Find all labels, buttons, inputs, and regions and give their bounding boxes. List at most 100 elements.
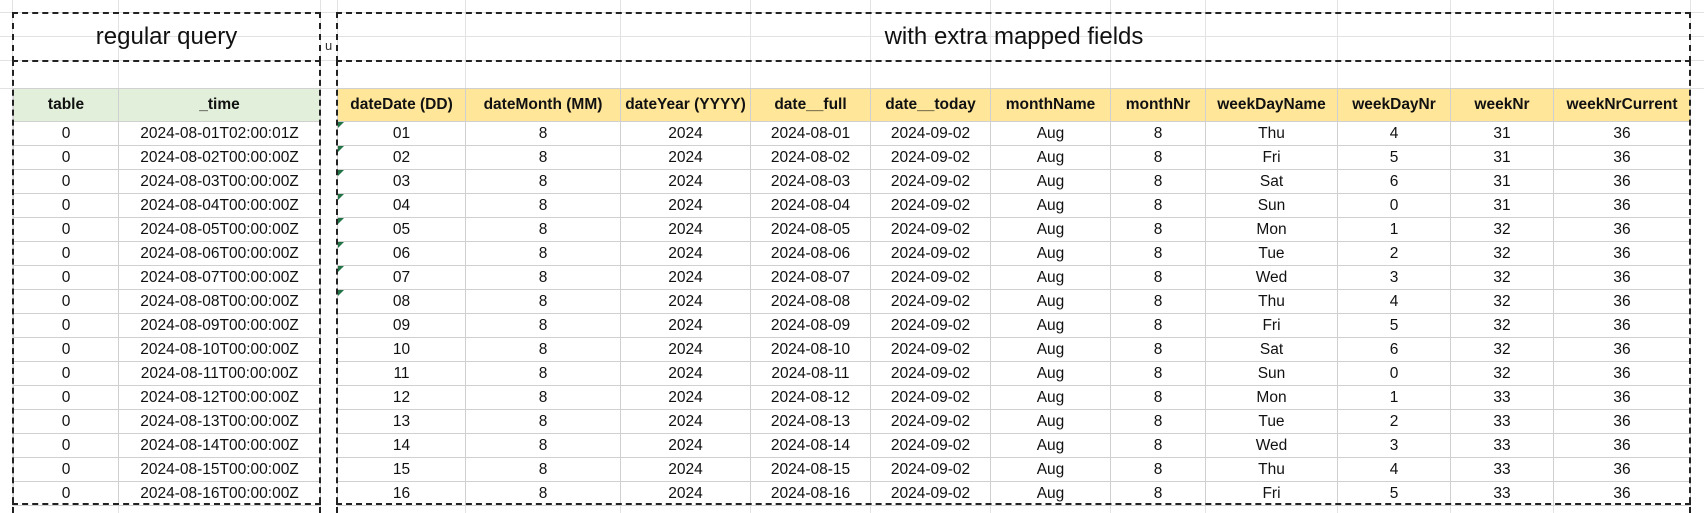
column-header-date-today[interactable]: date__today: [870, 88, 991, 122]
cell-dateyear[interactable]: 2024: [620, 457, 751, 482]
cell-weekdayname[interactable]: Sun: [1205, 193, 1338, 218]
cell-monthname[interactable]: Aug: [990, 385, 1111, 410]
cell-datemonth[interactable]: 8: [465, 193, 621, 218]
cell-weekdaynr[interactable]: 3: [1337, 265, 1451, 290]
cell-dateyear[interactable]: 2024: [620, 481, 751, 506]
cell-monthnr[interactable]: 8: [1110, 337, 1206, 362]
cell-table[interactable]: 0: [13, 121, 119, 146]
cell-monthnr[interactable]: 8: [1110, 145, 1206, 170]
column-header-monthnr[interactable]: monthNr: [1110, 88, 1206, 122]
cell-date-full[interactable]: 2024-08-13: [750, 409, 871, 434]
cell-datemonth[interactable]: 8: [465, 409, 621, 434]
cell-date-today[interactable]: 2024-09-02: [870, 193, 991, 218]
cell-table[interactable]: 0: [13, 433, 119, 458]
cell-monthname[interactable]: Aug: [990, 457, 1111, 482]
cell-monthname[interactable]: Aug: [990, 337, 1111, 362]
cell-datemonth[interactable]: 8: [465, 433, 621, 458]
cell-weeknr[interactable]: 32: [1450, 313, 1554, 338]
cell-weeknr[interactable]: 33: [1450, 433, 1554, 458]
cell-date-today[interactable]: 2024-09-02: [870, 265, 991, 290]
column-header-datemonth[interactable]: dateMonth (MM): [465, 88, 621, 122]
cell-datemonth[interactable]: 8: [465, 385, 621, 410]
cell-monthnr[interactable]: 8: [1110, 265, 1206, 290]
cell-weeknr[interactable]: 31: [1450, 145, 1554, 170]
cell-monthname[interactable]: Aug: [990, 313, 1111, 338]
cell-weeknrcurrent[interactable]: 36: [1553, 385, 1691, 410]
cell-weeknrcurrent[interactable]: 36: [1553, 289, 1691, 314]
column-header-datedate[interactable]: dateDate (DD): [337, 88, 466, 122]
cell-weekdayname[interactable]: Tue: [1205, 409, 1338, 434]
cell-time[interactable]: 2024-08-03T00:00:00Z: [118, 169, 321, 194]
cell-weeknrcurrent[interactable]: 36: [1553, 121, 1691, 146]
cell-monthnr[interactable]: 8: [1110, 289, 1206, 314]
cell-datemonth[interactable]: 8: [465, 361, 621, 386]
cell-weekdaynr[interactable]: 2: [1337, 409, 1451, 434]
cell-datedate[interactable]: 13: [337, 409, 466, 434]
cell-datedate[interactable]: 05: [337, 217, 466, 242]
cell-datedate[interactable]: 15: [337, 457, 466, 482]
cell-monthnr[interactable]: 8: [1110, 481, 1206, 506]
cell-date-full[interactable]: 2024-08-06: [750, 241, 871, 266]
cell-weekdaynr[interactable]: 1: [1337, 385, 1451, 410]
column-header-table[interactable]: table: [13, 88, 119, 122]
cell-datemonth[interactable]: 8: [465, 145, 621, 170]
cell-weekdaynr[interactable]: 5: [1337, 481, 1451, 506]
cell-weekdaynr[interactable]: 6: [1337, 169, 1451, 194]
cell-time[interactable]: 2024-08-14T00:00:00Z: [118, 433, 321, 458]
cell-table[interactable]: 0: [13, 385, 119, 410]
cell-date-full[interactable]: 2024-08-11: [750, 361, 871, 386]
cell-date-full[interactable]: 2024-08-10: [750, 337, 871, 362]
cell-time[interactable]: 2024-08-09T00:00:00Z: [118, 313, 321, 338]
cell-time[interactable]: 2024-08-06T00:00:00Z: [118, 241, 321, 266]
cell-date-full[interactable]: 2024-08-03: [750, 169, 871, 194]
cell-date-full[interactable]: 2024-08-02: [750, 145, 871, 170]
cell-weekdaynr[interactable]: 1: [1337, 217, 1451, 242]
cell-weeknr[interactable]: 31: [1450, 169, 1554, 194]
cell-datemonth[interactable]: 8: [465, 313, 621, 338]
cell-datedate[interactable]: 01: [337, 121, 466, 146]
column-header-date-full[interactable]: date__full: [750, 88, 871, 122]
cell-weeknr[interactable]: 32: [1450, 289, 1554, 314]
cell-weeknr[interactable]: 32: [1450, 265, 1554, 290]
cell-date-full[interactable]: 2024-08-15: [750, 457, 871, 482]
cell-time[interactable]: 2024-08-10T00:00:00Z: [118, 337, 321, 362]
cell-date-today[interactable]: 2024-09-02: [870, 385, 991, 410]
cell-time[interactable]: 2024-08-13T00:00:00Z: [118, 409, 321, 434]
cell-date-today[interactable]: 2024-09-02: [870, 481, 991, 506]
cell-weeknrcurrent[interactable]: 36: [1553, 481, 1691, 506]
cell-weekdaynr[interactable]: 3: [1337, 433, 1451, 458]
cell-weekdayname[interactable]: Fri: [1205, 145, 1338, 170]
cell-table[interactable]: 0: [13, 313, 119, 338]
cell-table[interactable]: 0: [13, 409, 119, 434]
cell-datedate[interactable]: 09: [337, 313, 466, 338]
cell-weeknrcurrent[interactable]: 36: [1553, 457, 1691, 482]
cell-monthnr[interactable]: 8: [1110, 169, 1206, 194]
cell-weekdaynr[interactable]: 6: [1337, 337, 1451, 362]
cell-date-full[interactable]: 2024-08-09: [750, 313, 871, 338]
cell-weekdayname[interactable]: Sun: [1205, 361, 1338, 386]
cell-table[interactable]: 0: [13, 457, 119, 482]
cell-weeknr[interactable]: 32: [1450, 337, 1554, 362]
cell-weeknr[interactable]: 33: [1450, 409, 1554, 434]
cell-date-today[interactable]: 2024-09-02: [870, 409, 991, 434]
cell-date-today[interactable]: 2024-09-02: [870, 289, 991, 314]
cell-weekdaynr[interactable]: 5: [1337, 313, 1451, 338]
cell-date-today[interactable]: 2024-09-02: [870, 337, 991, 362]
column-header-monthname[interactable]: monthName: [990, 88, 1111, 122]
cell-datedate[interactable]: 16: [337, 481, 466, 506]
cell-weeknr[interactable]: 33: [1450, 481, 1554, 506]
cell-dateyear[interactable]: 2024: [620, 433, 751, 458]
cell-date-today[interactable]: 2024-09-02: [870, 241, 991, 266]
cell-datedate[interactable]: 06: [337, 241, 466, 266]
cell-monthname[interactable]: Aug: [990, 265, 1111, 290]
cell-weekdaynr[interactable]: 0: [1337, 193, 1451, 218]
cell-weeknr[interactable]: 33: [1450, 457, 1554, 482]
cell-date-today[interactable]: 2024-09-02: [870, 121, 991, 146]
cell-time[interactable]: 2024-08-08T00:00:00Z: [118, 289, 321, 314]
column-header-weekdaynr[interactable]: weekDayNr: [1337, 88, 1451, 122]
cell-datedate[interactable]: 07: [337, 265, 466, 290]
cell-date-full[interactable]: 2024-08-01: [750, 121, 871, 146]
cell-monthnr[interactable]: 8: [1110, 433, 1206, 458]
cell-date-today[interactable]: 2024-09-02: [870, 433, 991, 458]
cell-date-full[interactable]: 2024-08-07: [750, 265, 871, 290]
